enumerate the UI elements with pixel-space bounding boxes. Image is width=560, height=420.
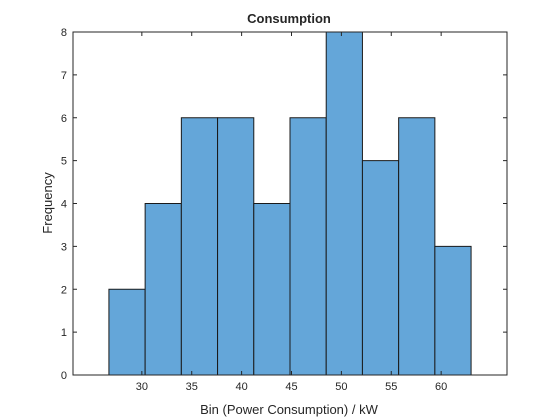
x-tick-label: 45 (285, 381, 297, 393)
x-tick-label: 60 (435, 381, 447, 393)
chart-title: Consumption (247, 11, 331, 26)
y-tick-label: 0 (61, 370, 67, 382)
x-tick-label: 40 (235, 381, 247, 393)
x-axis: 30 35 40 45 50 55 60 (136, 32, 447, 393)
histogram-bar (289, 117, 327, 376)
histogram-bar (361, 160, 400, 376)
histogram-bar (398, 117, 436, 376)
x-tick-label: 35 (186, 381, 198, 393)
y-tick-label: 7 (61, 70, 67, 82)
y-tick-label: 8 (61, 27, 67, 39)
y-tick-label: 5 (61, 156, 67, 168)
y-tick-label: 6 (61, 113, 67, 125)
y-tick-label: 4 (61, 199, 67, 211)
x-tick-label: 50 (335, 381, 347, 393)
x-axis-label: Bin (Power Consumption) / kW (200, 402, 378, 417)
histogram-bar (217, 117, 255, 376)
y-tick-label: 1 (61, 327, 67, 339)
histogram-bar (325, 31, 363, 376)
bars-group (108, 31, 472, 376)
histogram-bar (253, 203, 291, 376)
histogram-bar (434, 245, 472, 376)
x-tick-label: 55 (385, 381, 397, 393)
histogram-bar (108, 288, 146, 376)
histogram-bar (144, 203, 182, 376)
y-axis-label: Frequency (40, 172, 55, 234)
x-tick-label: 30 (136, 381, 148, 393)
y-axis: 0 1 2 3 4 5 6 7 8 (61, 27, 507, 382)
y-tick-label: 3 (61, 241, 67, 253)
histogram-bar (180, 117, 219, 376)
y-tick-label: 2 (61, 284, 67, 296)
